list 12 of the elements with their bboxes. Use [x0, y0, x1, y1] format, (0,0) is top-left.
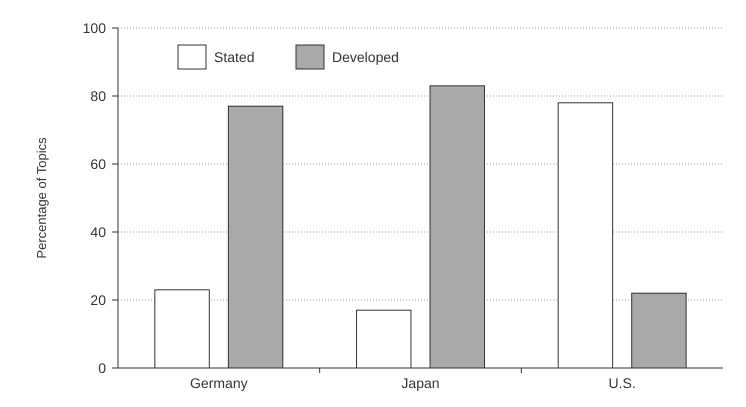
x-tick-label: U.S. — [608, 375, 636, 391]
y-tick-label: 20 — [90, 292, 106, 308]
x-tick-label: Japan — [401, 375, 440, 391]
x-tick-label: Germany — [190, 375, 248, 391]
legend-label: Developed — [332, 48, 399, 65]
y-tick-label: 0 — [98, 360, 106, 376]
y-tick-label: 60 — [90, 156, 106, 172]
legend-label: Stated — [214, 48, 254, 65]
y-tick-label: 40 — [90, 224, 106, 240]
y-axis-title: Percentage of Topics — [34, 136, 49, 259]
y-tick-label: 100 — [82, 20, 106, 36]
y-tick-label: 80 — [90, 88, 106, 104]
